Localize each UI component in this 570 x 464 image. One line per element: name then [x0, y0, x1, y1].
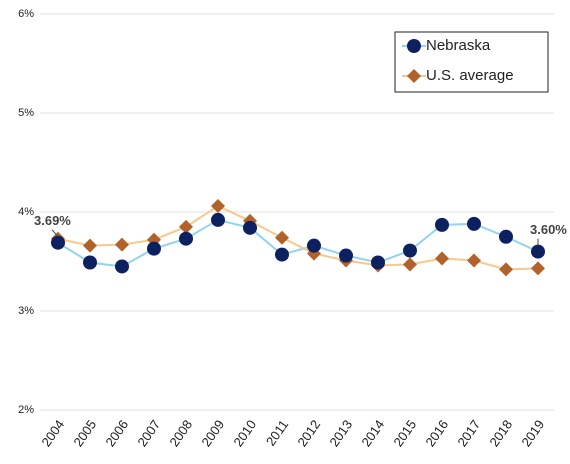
data-point — [403, 243, 417, 258]
data-point — [371, 255, 385, 270]
x-tick-label: 2019 — [518, 417, 547, 449]
data-point — [435, 217, 449, 232]
x-tick-label: 2017 — [454, 417, 483, 449]
data-point — [307, 238, 321, 253]
legend-box — [394, 31, 549, 93]
data-point — [83, 255, 97, 270]
data-point — [435, 251, 449, 266]
data-point — [499, 229, 513, 244]
series-line — [57, 218, 539, 268]
series-line — [57, 204, 539, 271]
data-point — [83, 238, 97, 253]
data-point — [115, 259, 129, 274]
data-point — [243, 220, 257, 235]
y-tick-label: 6% — [18, 8, 34, 20]
data-point — [407, 69, 421, 83]
x-tick-label: 2007 — [134, 417, 163, 449]
x-tick-label: 2009 — [198, 417, 227, 449]
y-tick-label: 4% — [18, 206, 34, 218]
x-tick-label: 2011 — [263, 417, 291, 449]
data-point — [179, 231, 193, 246]
data-point — [407, 39, 421, 53]
x-tick-label: 2018 — [486, 417, 515, 449]
x-tick-label: 2016 — [422, 417, 451, 449]
x-tick-label: 2008 — [166, 417, 195, 449]
data-point — [403, 257, 417, 272]
data-point — [531, 261, 545, 276]
x-tick-label: 2013 — [326, 417, 355, 449]
label-leader — [51, 229, 59, 238]
data-point — [115, 237, 129, 252]
y-tick-label: 5% — [18, 107, 34, 119]
data-point — [467, 216, 481, 231]
legend-label: U.S. average — [426, 67, 514, 84]
data-point — [147, 241, 161, 256]
x-tick-label: 2012 — [294, 417, 323, 449]
x-tick-label: 2004 — [38, 417, 67, 449]
y-tick-label: 2% — [18, 404, 34, 416]
value-label: 3.60% — [530, 222, 567, 237]
data-point — [531, 244, 545, 259]
x-tick-label: 2006 — [102, 417, 131, 449]
value-label: 3.69% — [34, 213, 71, 228]
legend-label: Nebraska — [426, 37, 491, 54]
x-tick-label: 2005 — [70, 417, 99, 449]
x-tick-label: 2014 — [358, 417, 387, 449]
data-point — [211, 212, 225, 227]
data-point — [275, 230, 289, 245]
data-point — [275, 247, 289, 262]
x-tick-label: 2010 — [230, 417, 259, 449]
x-tick-label: 2015 — [390, 417, 419, 449]
data-point — [211, 199, 225, 214]
data-point — [499, 262, 513, 277]
data-point — [339, 248, 353, 263]
data-point — [51, 235, 65, 250]
y-tick-label: 3% — [18, 305, 34, 317]
data-point — [179, 219, 193, 234]
data-point — [467, 253, 481, 268]
